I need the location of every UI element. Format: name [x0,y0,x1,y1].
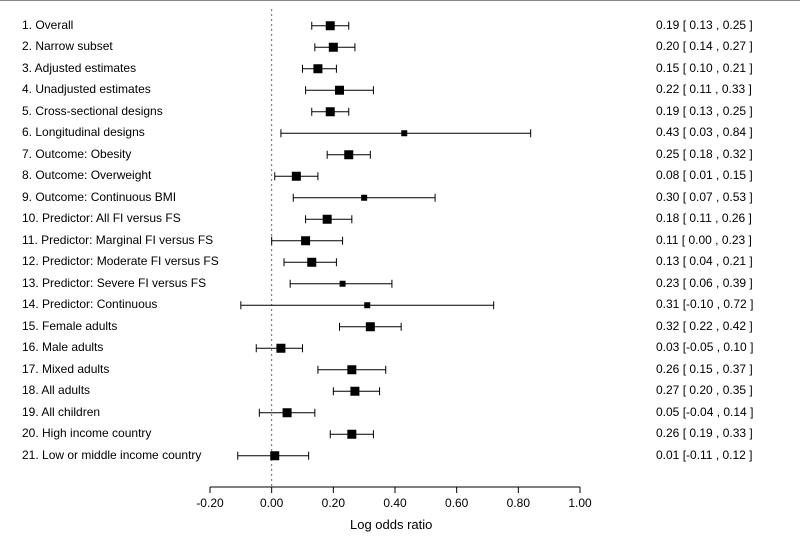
row-label: 14. Predictor: Continuous [22,297,157,311]
svg-text:0.00: 0.00 [260,496,284,510]
svg-text:0.60: 0.60 [445,496,469,510]
row-label: 15. Female adults [22,319,117,333]
row-label: 6. Longitudinal designs [22,125,145,139]
row-estimate: 0.03 [-0.05 , 0.10 ] [656,340,753,354]
svg-text:0.40: 0.40 [383,496,407,510]
row-label: 8. Outcome: Overweight [22,168,151,182]
row-label: 19. All children [22,405,100,419]
row-estimate: 0.18 [ 0.11 , 0.26 ] [656,211,752,225]
forest-plot-figure: -0.20 0.00 0.20 0.40 0.60 0.80 1.00 Log odds r… [0,0,800,538]
svg-text:-0.20: -0.20 [196,496,224,510]
row-label: 4. Unadjusted estimates [22,82,151,96]
row-estimate: 0.43 [ 0.03 , 0.84 ] [656,125,753,139]
row-estimate: 0.11 [ 0.00 , 0.23 ] [656,233,752,247]
row-estimate: 0.15 [ 0.10 , 0.21 ] [656,61,753,75]
row-estimate: 0.08 [ 0.01 , 0.15 ] [656,168,753,182]
row-label: 3. Adjusted estimates [22,61,136,75]
row-label: 17. Mixed adults [22,362,109,376]
row-label: 12. Predictor: Moderate FI versus FS [22,254,219,268]
row-estimate: 0.22 [ 0.11 , 0.33 ] [656,82,752,96]
row-estimate: 0.05 [-0.04 , 0.14 ] [656,405,753,419]
row-estimate: 0.25 [ 0.18 , 0.32 ] [656,147,753,161]
svg-text:0.20: 0.20 [322,496,346,510]
row-label: 9. Outcome: Continuous BMI [22,190,176,204]
row-label: 21. Low or middle income country [22,448,201,462]
row-label: 20. High income country [22,426,151,440]
row-label: 16. Male adults [22,340,103,354]
svg-text:1.00: 1.00 [568,496,592,510]
row-label: 18. All adults [22,383,90,397]
row-estimate: 0.32 [ 0.22 , 0.42 ] [656,319,753,333]
row-estimate: 0.01 [-0.11 , 0.12 ] [656,448,753,462]
row-label: 13. Predictor: Severe FI versus FS [22,276,206,290]
row-label: 10. Predictor: All FI versus FS [22,211,181,225]
row-estimate: 0.19 [ 0.13 , 0.25 ] [656,18,753,32]
row-label: 5. Cross-sectional designs [22,104,163,118]
svg-text:0.80: 0.80 [507,496,531,510]
row-label: 7. Outcome: Obesity [22,147,131,161]
row-estimate: 0.27 [ 0.20 , 0.35 ] [656,383,753,397]
row-estimate: 0.23 [ 0.06 , 0.39 ] [656,276,753,290]
row-estimate: 0.13 [ 0.04 , 0.21 ] [656,254,753,268]
row-estimate: 0.20 [ 0.14 , 0.27 ] [656,39,753,53]
row-estimate: 0.19 [ 0.13 , 0.25 ] [656,104,753,118]
row-estimate: 0.30 [ 0.07 , 0.53 ] [656,190,753,204]
row-estimate: 0.26 [ 0.19 , 0.33 ] [656,426,753,440]
row-estimate: 0.26 [ 0.15 , 0.37 ] [656,362,753,376]
row-estimate: 0.31 [-0.10 , 0.72 ] [656,297,753,311]
x-axis-label: Log odds ratio [350,517,432,532]
row-label: 2. Narrow subset [22,39,113,53]
row-label: 1. Overall [22,18,73,32]
row-label: 11. Predictor: Marginal FI versus FS [22,233,213,247]
